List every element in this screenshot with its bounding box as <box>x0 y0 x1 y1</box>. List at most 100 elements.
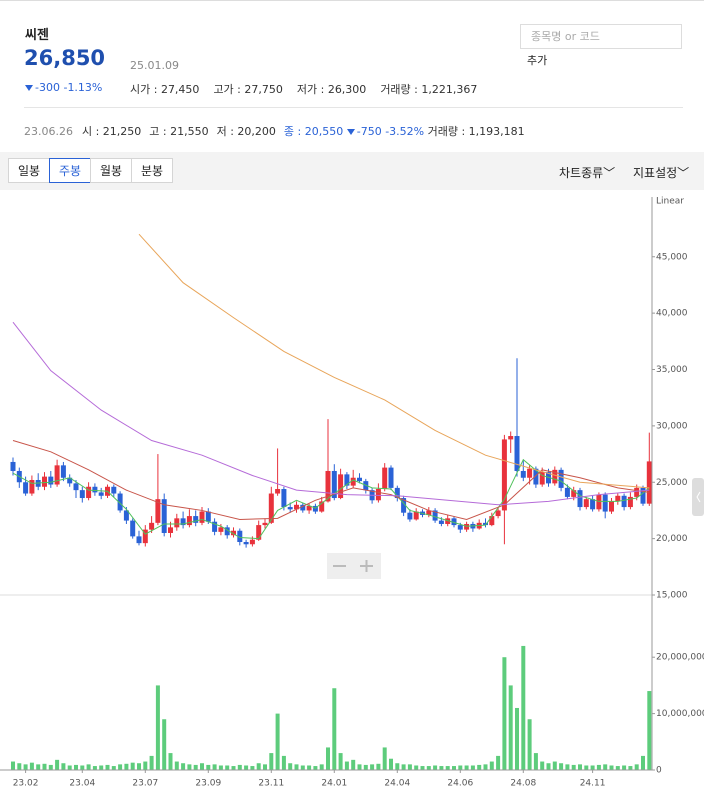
y-tick-label: 20,000 <box>656 534 688 544</box>
volume-bar <box>225 765 230 770</box>
volume-bar <box>294 764 299 770</box>
volume-bar <box>332 688 337 770</box>
x-tick-label: 23.09 <box>195 779 221 789</box>
volume-bar <box>590 765 595 770</box>
volume-bar <box>609 765 614 770</box>
candle-body <box>552 469 558 484</box>
candle-body <box>464 523 470 530</box>
volume-bar <box>546 763 551 770</box>
candle-body <box>123 510 129 521</box>
volume-bar <box>477 764 482 770</box>
volume-bar <box>647 691 652 770</box>
stat: 거래량 : 1,221,367 <box>380 83 478 96</box>
candle-body <box>287 507 293 510</box>
candle-body <box>457 525 463 530</box>
candle-body <box>338 474 344 499</box>
candle-body <box>596 494 602 510</box>
period-button[interactable]: 월봉 <box>90 158 133 183</box>
candle-body <box>54 465 60 485</box>
volume-bar <box>515 707 519 770</box>
volume-bar <box>155 685 160 770</box>
candle-body <box>42 476 47 487</box>
volume-bar <box>565 764 570 770</box>
candle-body <box>136 536 142 544</box>
candle-body <box>520 470 526 478</box>
moving-average <box>12 321 650 506</box>
candle-body <box>306 505 312 511</box>
candle-body <box>23 482 29 494</box>
candle-body <box>218 527 224 532</box>
volume-bar <box>218 765 223 770</box>
candle-body <box>174 518 180 528</box>
period-button[interactable]: 주봉 <box>49 158 92 183</box>
volume-bar <box>578 764 582 770</box>
volume-bar <box>168 753 173 770</box>
chart-type-button[interactable]: 차트종류﹀ <box>559 166 616 180</box>
volume-bar <box>326 747 330 770</box>
candle-body <box>331 470 337 499</box>
candle-body <box>432 510 438 521</box>
y-tick-label: 30,000 <box>656 421 688 431</box>
volume-bar <box>256 763 261 770</box>
period-button[interactable]: 분봉 <box>131 158 174 183</box>
x-tick-label: 23.07 <box>132 779 158 789</box>
moving-average <box>138 233 650 489</box>
indicator-button[interactable]: 지표설정﹀ <box>633 166 690 180</box>
volume-bar <box>281 755 286 770</box>
candle-body <box>609 501 614 512</box>
volume-bar <box>433 765 438 770</box>
candle-body <box>634 487 640 497</box>
volume-bar <box>458 765 463 770</box>
volume-bar <box>29 762 34 770</box>
candle-body <box>646 461 652 504</box>
period-button[interactable]: 일봉 <box>8 158 51 183</box>
add-button[interactable]: 추가 <box>527 54 548 67</box>
side-tab-icon <box>696 491 701 503</box>
candle-body <box>262 522 268 526</box>
candle-body <box>590 499 596 510</box>
volume-bar <box>401 764 406 770</box>
volume-bar <box>470 765 475 770</box>
volume-bar <box>363 764 368 770</box>
volume-bar <box>351 759 356 770</box>
volume-bar <box>23 764 28 770</box>
y-tick-label: 15,000 <box>656 591 688 601</box>
volume-bar <box>439 766 444 770</box>
candle-body <box>533 468 539 485</box>
volume-bar <box>193 764 198 770</box>
candle-body <box>300 504 306 511</box>
candle-body <box>451 518 457 526</box>
y-tick-label: 10,000,000 <box>656 709 704 719</box>
volume-bar <box>162 719 167 770</box>
volume-bar <box>464 765 469 770</box>
volume-bar <box>263 764 267 770</box>
volume-bar <box>615 766 620 770</box>
scale-label: Linear <box>656 197 684 207</box>
volume-bar <box>250 766 255 770</box>
volume-bar <box>483 764 488 770</box>
top-border <box>0 0 704 1</box>
candle-body <box>98 492 104 496</box>
x-tick-label: 24.08 <box>510 779 536 789</box>
stat: 시가 : 27,450 <box>130 83 200 96</box>
candle-body <box>205 511 211 522</box>
candle-body <box>199 511 205 523</box>
candle-body <box>621 495 627 508</box>
volume-bar <box>149 755 154 770</box>
candle-body <box>10 461 16 471</box>
side-tab[interactable] <box>692 478 704 516</box>
x-tick-label: 23.04 <box>69 779 95 789</box>
volume-bar <box>200 763 204 770</box>
volume-bar <box>521 645 526 770</box>
volume-bar <box>269 753 274 770</box>
volume-bar <box>407 764 412 770</box>
info-item: 저 : 20,200 <box>216 125 276 138</box>
candle-body <box>161 499 167 533</box>
y-tick-label: 0 <box>656 766 662 776</box>
candle-body <box>394 487 400 499</box>
candle-body <box>130 520 136 537</box>
candle-body <box>256 525 262 540</box>
volume-bar <box>48 764 53 770</box>
search-box[interactable]: 종목명 or 코드 <box>520 24 682 49</box>
